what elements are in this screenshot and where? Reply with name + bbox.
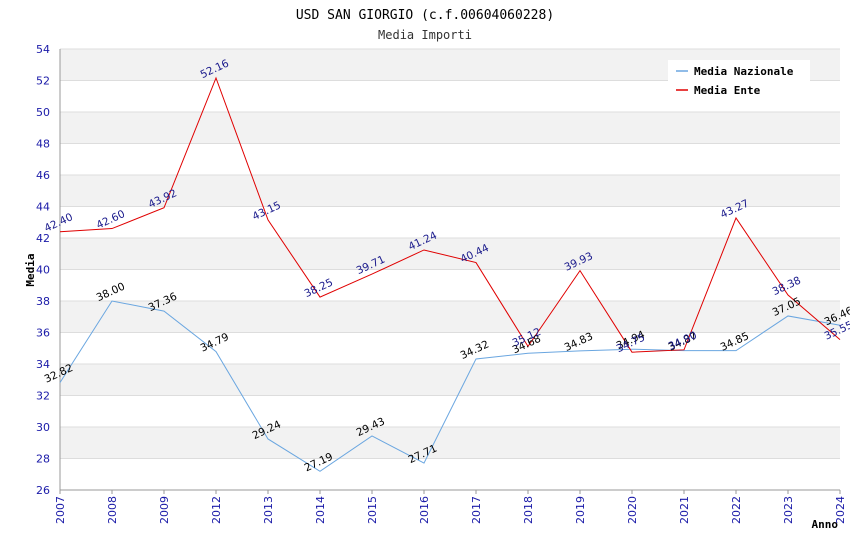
y-tick-label: 26	[36, 484, 50, 497]
x-tick-label: 2018	[522, 496, 535, 524]
y-tick-label: 44	[36, 201, 50, 214]
grid-band	[60, 458, 840, 490]
chart-subtitle: Media Importi	[378, 28, 472, 42]
legend-label-media-ente: Media Ente	[694, 84, 761, 97]
grid-bands	[60, 49, 840, 490]
series-line-media-ente	[59, 76, 841, 353]
x-tick-label: 2008	[106, 496, 119, 524]
y-tick-label: 40	[36, 264, 50, 277]
y-tick-label: 54	[36, 43, 50, 56]
x-tick-label: 2014	[314, 496, 327, 524]
x-tick-label: 2022	[730, 496, 743, 524]
legend: Media Nazionale Media Ente	[668, 60, 810, 102]
y-tick-label: 36	[36, 327, 50, 340]
grid-band	[60, 332, 840, 364]
x-tick-label: 2007	[54, 496, 67, 524]
y-tick-label: 50	[36, 106, 50, 119]
x-tick-label: 2016	[418, 496, 431, 524]
y-tick-label: 34	[36, 358, 50, 371]
x-tick-label: 2021	[678, 496, 691, 524]
legend-box	[668, 60, 810, 102]
x-tick-label: 2024	[834, 496, 847, 524]
grid-band	[60, 301, 840, 333]
x-axis-label: Anno	[812, 518, 839, 531]
x-tick-label: 2009	[158, 496, 171, 524]
y-tick-label: 42	[36, 232, 50, 245]
y-tick-label: 32	[36, 390, 50, 403]
grid-band	[60, 427, 840, 459]
grid-band	[60, 364, 840, 396]
y-tick-label: 46	[36, 169, 50, 182]
grid-band	[60, 143, 840, 175]
x-tick-label: 2019	[574, 496, 587, 524]
x-tick-label: 2023	[782, 496, 795, 524]
grid-band	[60, 206, 840, 238]
y-axis-label: Media	[24, 253, 37, 286]
x-tick-label: 2015	[366, 496, 379, 524]
y-tick-labels: 26 28 30 32 34 36 38 40 42 44 46 48 50 52 54	[36, 43, 50, 497]
y-tick-label: 38	[36, 295, 50, 308]
x-tick-label: 2017	[470, 496, 483, 524]
chart-title: USD SAN GIORGIO (c.f.00604060228)	[296, 8, 554, 23]
series-group	[59, 76, 841, 472]
x-tick-label: 2013	[262, 496, 275, 524]
y-tick-label: 28	[36, 453, 50, 466]
grid-lines	[59, 48, 841, 494]
grid-band	[60, 238, 840, 270]
y-tick-label: 30	[36, 421, 50, 434]
grid-band	[60, 112, 840, 144]
y-tick-label: 48	[36, 138, 50, 151]
x-tick-label: 2012	[210, 496, 223, 524]
x-tick-labels: 2007 2008 2009 2012 2013 2014 2015 2016 2017 2018…	[54, 496, 847, 524]
series-line-media-nazionale	[59, 300, 841, 472]
y-tick-label: 52	[36, 75, 50, 88]
grid-band	[60, 269, 840, 301]
legend-label-media-nazionale: Media Nazionale	[694, 65, 794, 78]
x-tick-label: 2020	[626, 496, 639, 524]
grid-band	[60, 175, 840, 207]
